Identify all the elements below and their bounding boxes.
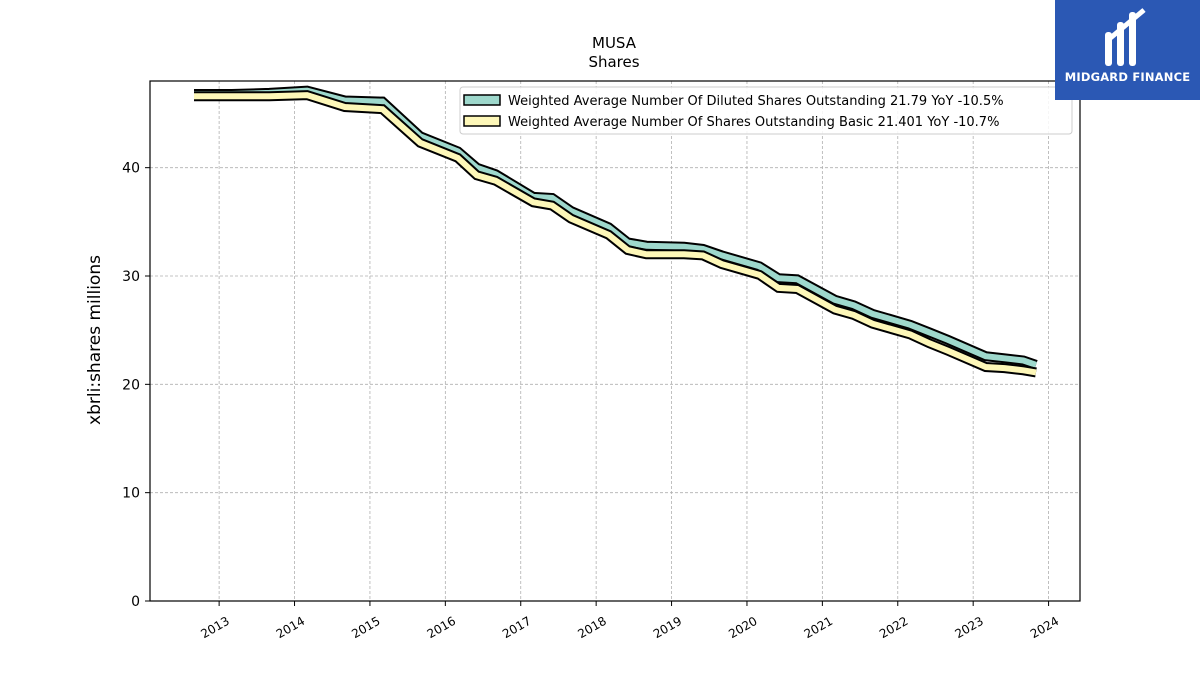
axes-frame xyxy=(149,80,1081,602)
x-tick-label: 2016 xyxy=(425,614,458,641)
legend-swatch xyxy=(463,94,501,106)
x-tick-label: 2015 xyxy=(349,614,382,641)
y-tick-label: 10 xyxy=(122,486,140,502)
midgard-logo-icon xyxy=(1105,8,1146,66)
x-tick-label: 2023 xyxy=(952,614,985,641)
y-axis-label: xbrli:shares millions xyxy=(85,255,105,425)
y-tick-label: 20 xyxy=(122,377,140,393)
x-tick-label: 2018 xyxy=(575,614,608,641)
x-tick-label: 2019 xyxy=(651,614,684,641)
x-tick-label: 2017 xyxy=(500,614,533,641)
x-tick-label: 2020 xyxy=(726,614,759,641)
brand-name: MIDGARD FINANCE xyxy=(1064,70,1191,84)
legend-label: Weighted Average Number Of Diluted Share… xyxy=(508,94,1004,109)
basic-shares-line xyxy=(194,92,1037,376)
x-tick-label: 2022 xyxy=(877,614,910,641)
diluted-shares-line xyxy=(194,87,1037,368)
x-tick-label: 2021 xyxy=(802,614,835,641)
chart-title: MUSA xyxy=(592,34,637,52)
chart-subtitle: Shares xyxy=(588,53,639,71)
y-tick-label: 0 xyxy=(131,594,140,610)
x-tick-label: 2024 xyxy=(1028,614,1061,641)
legend-label: Weighted Average Number Of Shares Outsta… xyxy=(508,115,999,130)
legend-swatch xyxy=(463,115,501,127)
x-tick-label: 2013 xyxy=(198,614,231,641)
plot-area: 0 10 20 30 40 2013 2014 2015 2016 2017 2018 2019 202… xyxy=(122,80,1081,641)
legend-box xyxy=(459,86,1073,135)
x-tick-label: 2014 xyxy=(274,614,307,641)
chart-legend: Weighted Average Number Of Diluted Share… xyxy=(459,86,1073,135)
y-tick-label: 40 xyxy=(122,161,140,177)
y-tick-label: 30 xyxy=(122,269,140,285)
brand-logo: MIDGARD FINANCE xyxy=(1055,0,1200,100)
